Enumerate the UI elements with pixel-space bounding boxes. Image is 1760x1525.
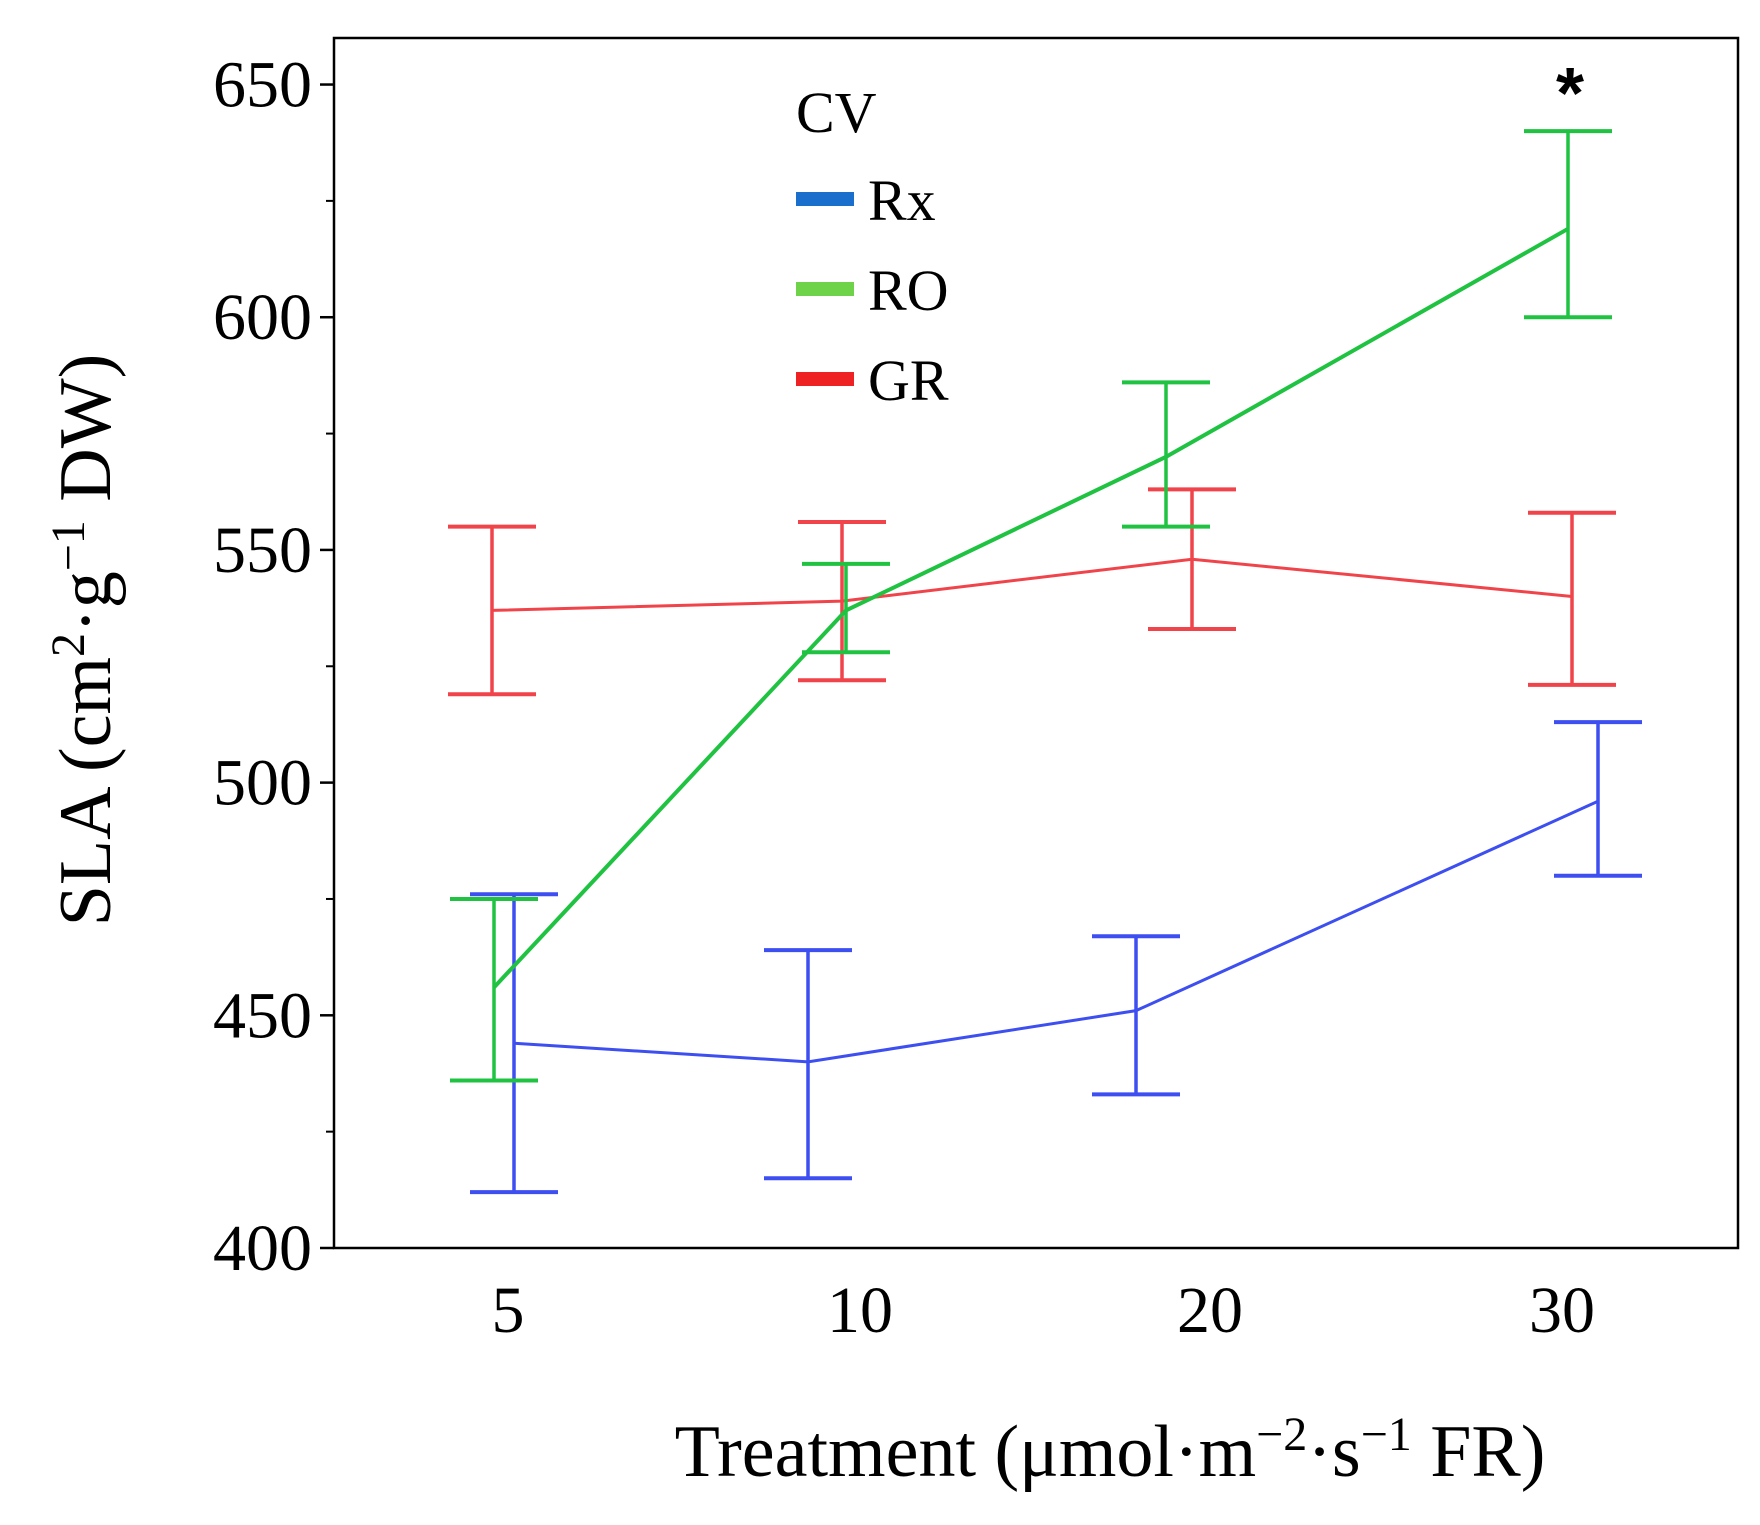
- x-tick-label-5: 5: [492, 1274, 525, 1347]
- legend-swatch-rx: [796, 192, 854, 206]
- x-tick-label-20: 20: [1177, 1274, 1243, 1347]
- x-axis-title: Treatment (μmol·m−2·s−1 FR): [675, 1408, 1546, 1494]
- legend-swatch-ro: [796, 282, 854, 296]
- error-bar-ro-5: [450, 899, 538, 1081]
- legend-entry-rx: Rx: [796, 168, 936, 233]
- series-layer: [448, 131, 1642, 1192]
- y-tick-label-500: 500: [213, 747, 312, 820]
- y-tick-label-400: 400: [213, 1212, 312, 1285]
- annotation-layer: *: [1556, 54, 1584, 134]
- error-bar-ro-20: [1122, 382, 1210, 526]
- error-bar-ro-30: [1524, 131, 1612, 317]
- plot-frame: [334, 38, 1738, 1248]
- legend-swatch-gr: [796, 372, 854, 386]
- series-line-ro: [494, 229, 1568, 988]
- x-axis: 5 10 20 30: [492, 1274, 1596, 1347]
- y-tick-label-600: 600: [213, 281, 312, 354]
- series-line-gr: [492, 559, 1572, 610]
- series-line-rx: [514, 801, 1598, 1062]
- legend-entry-gr: GR: [796, 348, 949, 413]
- x-tick-label-30: 30: [1529, 1274, 1595, 1347]
- error-bar-rx-5: [470, 894, 558, 1192]
- error-bar-rx-30: [1554, 722, 1642, 876]
- x-tick-label-10: 10: [827, 1274, 893, 1347]
- significance-asterisk: *: [1556, 54, 1584, 134]
- y-tick-label-650: 650: [213, 49, 312, 122]
- error-bar-rx-10: [764, 950, 852, 1178]
- legend-title: CV: [796, 80, 877, 145]
- error-bar-gr-20: [1148, 489, 1236, 629]
- series-rx: [470, 722, 1642, 1192]
- legend: CV Rx RO GR: [796, 80, 949, 413]
- y-axis: 400 450 500 550 600 650: [213, 49, 334, 1285]
- legend-entry-ro: RO: [796, 258, 949, 323]
- error-bar-gr-30: [1528, 513, 1616, 685]
- legend-label-ro: RO: [868, 258, 949, 323]
- error-bar-ro-10: [802, 564, 890, 652]
- y-tick-label-550: 550: [213, 514, 312, 587]
- legend-label-rx: Rx: [868, 168, 936, 233]
- y-axis-title: SLA (cm2·g−1 DW): [42, 354, 128, 926]
- legend-label-gr: GR: [868, 348, 949, 413]
- y-tick-label-450: 450: [213, 979, 312, 1052]
